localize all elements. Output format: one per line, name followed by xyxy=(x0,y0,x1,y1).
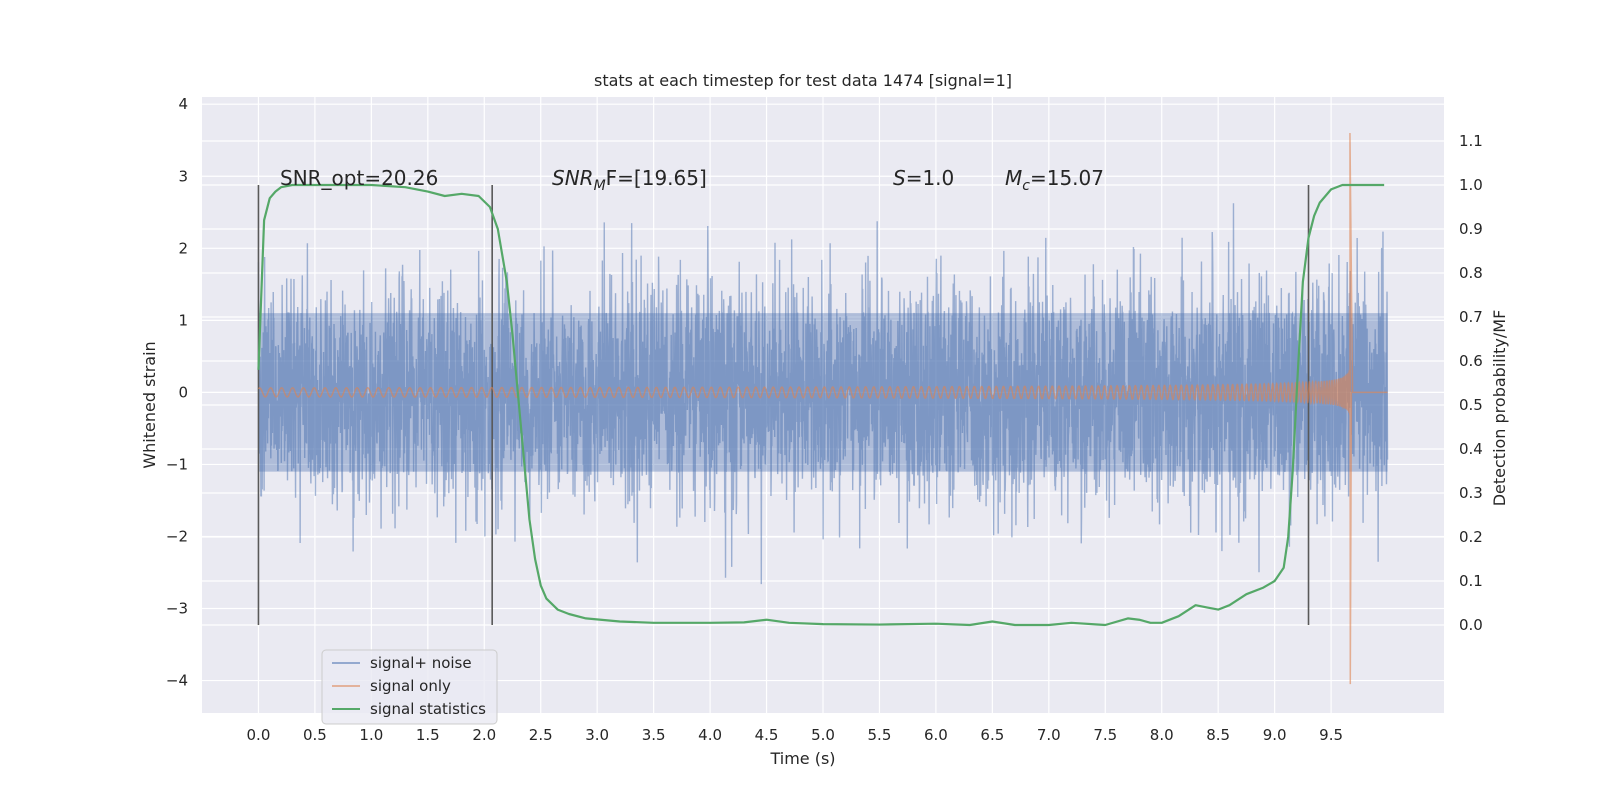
series-signal-statistics xyxy=(257,183,1385,627)
x-tick-label: 4.0 xyxy=(698,726,722,744)
legend-label-signal-plus-noise: signal+ noise xyxy=(370,654,472,672)
x-tick-label: 6.5 xyxy=(980,726,1004,744)
x-tick-label: 7.5 xyxy=(1093,726,1117,744)
y-axis-label-right: Detection probability/MF xyxy=(1490,310,1509,507)
y-left-tick-label: −3 xyxy=(166,600,188,618)
s-base: S xyxy=(893,166,906,190)
y-left-tick-label: −4 xyxy=(166,672,188,690)
x-tick-label: 7.0 xyxy=(1037,726,1061,744)
x-tick-label: 1.0 xyxy=(359,726,383,744)
legend-box xyxy=(321,649,498,725)
y-right-tick-label: 0.8 xyxy=(1459,264,1483,282)
series-signal-only xyxy=(257,133,1388,685)
signal-statistics-line xyxy=(257,183,1385,627)
y-left-tick-label: −2 xyxy=(166,527,188,545)
x-tick-label: 2.0 xyxy=(472,726,496,744)
x-tick-label: 5.5 xyxy=(868,726,892,744)
annotation-s: S=1.0 xyxy=(893,166,954,190)
snr-mf-base: SNR xyxy=(552,166,594,190)
y-right-tick-label: 0.6 xyxy=(1459,352,1483,370)
x-tick-label: 8.0 xyxy=(1150,726,1174,744)
x-tick-label: 0.0 xyxy=(247,726,271,744)
x-tick-label: 8.5 xyxy=(1206,726,1230,744)
x-tick-label: 2.5 xyxy=(529,726,553,744)
vertical-markers xyxy=(257,185,1310,625)
mc-rest: =15.07 xyxy=(1030,166,1104,190)
y-right-tick-label: 0.7 xyxy=(1459,308,1483,326)
y-left-tick-label: 1 xyxy=(178,311,188,329)
x-tick-label: 4.5 xyxy=(755,726,779,744)
x-tick-label: 1.5 xyxy=(416,726,440,744)
y-right-tick-label: 0.0 xyxy=(1459,616,1483,634)
noise-line xyxy=(257,203,1389,585)
x-tick-label: 5.0 xyxy=(811,726,835,744)
s-rest: =1.0 xyxy=(906,166,955,190)
legend-label-signal-only: signal only xyxy=(370,677,451,695)
y-right-tick-labels: 1.1 1.0 0.9 0.8 0.7 0.6 0.5 0.4 0.3 0.2 0.1 0.0 xyxy=(1459,132,1483,634)
mc-base: M xyxy=(1005,166,1022,190)
y-right-tick-label: 0.3 xyxy=(1459,484,1483,502)
snr-mf-rest: F=[19.65] xyxy=(606,166,707,190)
y-right-tick-label: 0.2 xyxy=(1459,528,1483,546)
annotation-snr-mf: SNRMF=[19.65] xyxy=(552,166,707,194)
legend-label-signal-statistics: signal statistics xyxy=(370,700,486,718)
y-right-tick-label: 0.1 xyxy=(1459,572,1483,590)
annotation-snr-opt: SNR_opt=20.26 xyxy=(280,166,438,190)
x-tick-label: 3.5 xyxy=(642,726,666,744)
x-tick-label: 0.5 xyxy=(303,726,327,744)
snr-mf-sub: M xyxy=(594,178,606,194)
x-tick-label: 9.5 xyxy=(1319,726,1343,744)
x-tick-label: 3.0 xyxy=(585,726,609,744)
x-tick-label: 9.0 xyxy=(1263,726,1287,744)
legend: signal+ noise signal only signal statist… xyxy=(321,649,498,725)
y-left-tick-labels: 4 3 2 1 0 −1 −2 −3 −4 xyxy=(166,95,188,689)
y-left-tick-label: 4 xyxy=(178,95,188,113)
signal-only-line xyxy=(257,133,1388,685)
y-right-tick-label: 0.5 xyxy=(1459,396,1483,414)
y-right-tick-label: 1.0 xyxy=(1459,176,1483,194)
y-left-tick-label: 2 xyxy=(178,239,188,257)
y-right-tick-label: 1.1 xyxy=(1459,132,1483,150)
y-right-tick-label: 0.9 xyxy=(1459,220,1483,238)
chart-title: stats at each timestep for test data 147… xyxy=(594,71,1012,90)
mc-sub: c xyxy=(1022,178,1030,194)
y-left-tick-label: 0 xyxy=(178,383,188,401)
y-right-tick-label: 0.4 xyxy=(1459,440,1483,458)
x-tick-label: 6.0 xyxy=(924,726,948,744)
y-axis-label-left: Whitened strain xyxy=(140,341,159,468)
annotation-mc: Mc=15.07 xyxy=(1005,166,1104,194)
x-axis-label: Time (s) xyxy=(769,749,835,768)
x-tick-labels: 0.0 0.5 1.0 1.5 2.0 2.5 3.0 3.5 4.0 4.5 5.0 5.5 6.0 6… xyxy=(247,726,1343,744)
y-left-tick-label: −1 xyxy=(166,455,188,473)
y-left-tick-label: 3 xyxy=(178,167,188,185)
